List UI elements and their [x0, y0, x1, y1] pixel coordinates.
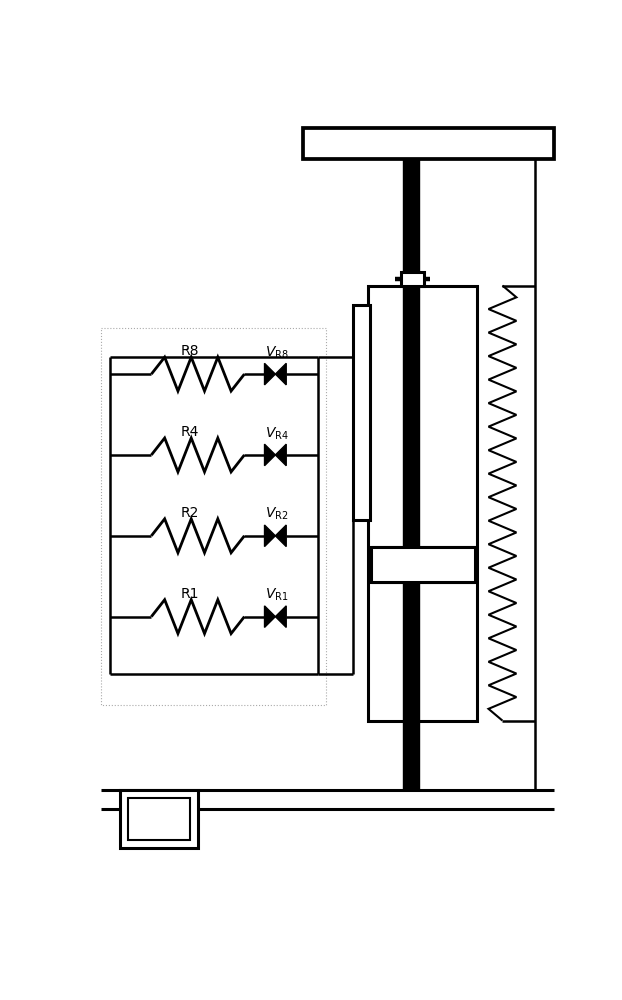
Bar	[353, 305, 370, 520]
Text: $V_{\mathrm{R4}}$: $V_{\mathrm{R4}}$	[265, 425, 289, 442]
Polygon shape	[276, 363, 286, 385]
Text: R1: R1	[181, 587, 200, 601]
Polygon shape	[276, 525, 286, 547]
Polygon shape	[264, 525, 276, 547]
Polygon shape	[264, 444, 276, 466]
Bar	[371, 547, 475, 582]
Bar	[302, 128, 554, 158]
Text: $V_{\mathrm{R1}}$: $V_{\mathrm{R1}}$	[265, 587, 289, 603]
Text: $V_{\mathrm{R2}}$: $V_{\mathrm{R2}}$	[265, 506, 289, 522]
Polygon shape	[276, 606, 286, 627]
Polygon shape	[264, 606, 276, 627]
Text: $V_{\mathrm{R8}}$: $V_{\mathrm{R8}}$	[265, 344, 289, 361]
Bar	[368, 286, 477, 721]
Polygon shape	[276, 444, 286, 466]
Bar	[101, 328, 326, 705]
Text: R4: R4	[181, 425, 199, 439]
Text: R8: R8	[181, 344, 200, 358]
Bar	[128, 798, 190, 840]
Polygon shape	[264, 363, 276, 385]
Bar	[401, 272, 424, 286]
Text: R2: R2	[181, 506, 199, 520]
Bar	[121, 790, 198, 848]
